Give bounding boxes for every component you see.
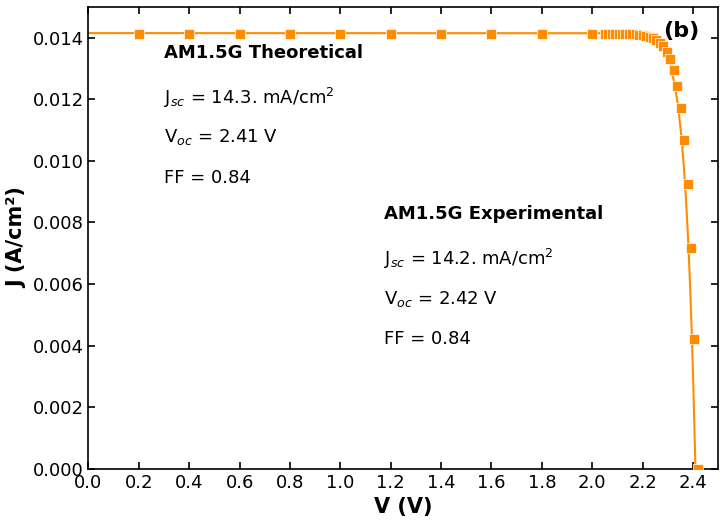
Text: J$_{sc}$ = 14.2. mA/cm$^2$: J$_{sc}$ = 14.2. mA/cm$^2$: [384, 247, 554, 271]
Point: [587, 29, 598, 38]
Point: [609, 30, 621, 38]
Point: [675, 104, 687, 112]
Text: V$_{oc}$ = 2.41 V: V$_{oc}$ = 2.41 V: [164, 127, 278, 147]
Point: [644, 32, 655, 41]
Point: [689, 335, 700, 343]
Point: [133, 29, 145, 38]
Text: J$_{sc}$ = 14.3. mA/cm$^2$: J$_{sc}$ = 14.3. mA/cm$^2$: [164, 85, 335, 110]
Point: [682, 180, 693, 189]
Point: [661, 48, 673, 56]
Point: [654, 38, 666, 47]
Point: [637, 31, 648, 39]
Point: [658, 42, 669, 51]
Text: AM1.5G Experimental: AM1.5G Experimental: [384, 205, 604, 223]
Point: [616, 30, 628, 38]
Text: (b): (b): [663, 21, 699, 41]
Point: [613, 30, 624, 38]
Point: [284, 29, 296, 38]
Point: [679, 135, 690, 144]
Point: [634, 30, 645, 39]
Text: V$_{oc}$ = 2.42 V: V$_{oc}$ = 2.42 V: [384, 289, 499, 309]
Point: [671, 82, 683, 90]
Point: [606, 29, 618, 38]
Point: [640, 31, 652, 40]
Point: [183, 29, 195, 38]
Y-axis label: J (A/cm²): J (A/cm²): [7, 188, 27, 288]
Point: [233, 29, 245, 38]
Point: [620, 30, 631, 38]
Point: [536, 29, 547, 38]
Point: [602, 29, 614, 38]
Point: [651, 36, 663, 44]
Point: [692, 464, 704, 473]
Point: [647, 34, 659, 42]
Point: [630, 30, 642, 39]
Text: AM1.5G Theoretical: AM1.5G Theoretical: [164, 44, 363, 62]
Point: [385, 29, 397, 38]
Point: [623, 30, 634, 38]
Point: [685, 244, 697, 253]
Point: [599, 29, 610, 38]
Point: [435, 29, 447, 38]
Text: FF = 0.84: FF = 0.84: [164, 169, 251, 187]
X-axis label: V (V): V (V): [374, 497, 433, 517]
Point: [626, 30, 638, 38]
Text: FF = 0.84: FF = 0.84: [384, 330, 471, 348]
Point: [486, 29, 497, 38]
Point: [334, 29, 346, 38]
Point: [665, 55, 676, 63]
Point: [668, 66, 679, 74]
